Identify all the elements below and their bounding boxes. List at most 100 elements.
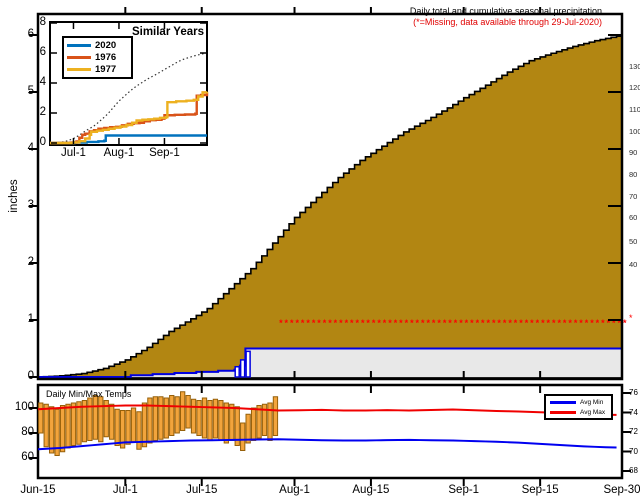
missing-asterisk: * [617,318,621,328]
right-axis-clipped-label: 70 [629,192,638,201]
missing-asterisk: * [596,318,600,328]
temp-bar [92,395,98,440]
missing-asterisk: * [607,318,611,328]
missing-asterisk: * [361,318,365,328]
missing-asterisk: * [279,318,283,328]
missing-asterisk: * [508,318,512,328]
temp-bar [245,413,251,444]
temp-bar [158,396,164,440]
legend-label-avg-max: Avg Max [580,408,606,416]
temp-bar [272,396,279,436]
missing-asterisk: * [350,318,354,328]
missing-asterisk: * [579,318,583,328]
right-axis-clipped-label: 130 [629,62,640,71]
missing-asterisk: * [323,318,327,328]
temp-bar [185,395,191,429]
temp-bar [223,402,229,444]
daily-precip-bar [234,365,240,378]
missing-asterisk: * [437,318,441,328]
temp-bar [190,398,197,434]
missing-asterisk: * [541,318,545,328]
missing-asterisk: * [317,318,321,328]
inset-y-tick-label: 2 [39,106,46,118]
temp-bar [201,397,208,439]
inset-y-tick-label: 4 [39,76,46,88]
temp-bar [267,402,273,441]
legend-label-1976: 1976 [95,51,117,63]
temp-bar [103,400,109,438]
legend-label-1977: 1977 [95,63,117,75]
missing-asterisk: * [547,318,551,328]
legend-item-1976: 1976 [67,52,131,63]
temp-bar [163,397,169,439]
x-tick-label: Jul-15 [186,484,218,496]
missing-asterisk: * [399,318,403,328]
missing-asterisk: * [492,318,496,328]
missing-asterisk: * [519,318,523,328]
temp-bar [130,407,137,443]
missing-asterisk: * [405,318,409,328]
temp-right-tick-label: 68 [629,466,638,475]
main-y-tick-label: 0 [27,370,34,382]
temp-bar [125,410,131,445]
x-tick-label: Aug-15 [352,484,390,496]
legend-label-2020: 2020 [95,40,117,52]
legend-swatch-avg-max [550,410,576,414]
temp-y-tick-label: 60 [21,451,34,463]
inset-x-tick-label: Aug-1 [103,147,135,159]
temp-bar [119,410,126,449]
temp-bar [261,403,268,436]
avg-cumulative-area [38,35,623,378]
missing-asterisk: * [416,318,420,328]
missing-asterisk: * [328,318,332,328]
avg-min-line [37,438,617,451]
inset-y-tick-label: 6 [39,46,46,58]
right-axis-clipped-label: 120 [629,83,640,92]
main-y-tick-label: 4 [27,142,34,154]
temp-bar [98,396,104,443]
legend-item-1977: 1977 [67,64,131,75]
missing-asterisk: * [366,318,370,328]
temp-bar [174,396,180,434]
missing-asterisk: * [497,318,501,328]
inset-1977-line [50,91,209,145]
missing-asterisk: * [372,318,376,328]
temp-bar [256,405,262,439]
main-y-tick-label: 3 [27,199,34,211]
right-axis-clipped-label: 90 [629,148,638,157]
inset-x-tick-label: Sep-1 [149,147,180,159]
inset-y-tick-label: 8 [39,16,46,28]
right-axis-clipped-label: 40 [629,260,638,269]
missing-asterisk: * [470,318,474,328]
temp-bar [234,406,240,446]
missing-asterisk: * [312,318,316,328]
missing-asterisk: * [345,318,349,328]
missing-asterisk: * [476,318,480,328]
legend-item-avg-min: Avg Min [550,399,611,406]
right-axis-red-fragment: * [629,313,633,323]
temp-bar [49,406,55,454]
missing-asterisk: * [612,318,616,328]
missing-asterisk: * [590,318,594,328]
temp-right-tick-label: 74 [629,407,638,417]
main-y-tick-label: 1 [27,313,34,325]
missing-asterisk: * [574,318,578,328]
temp-bar [109,403,115,440]
main-y-tick-label: 5 [27,85,34,97]
missing-asterisk: * [514,318,518,328]
avg-max-line [37,404,617,416]
missing-asterisk: * [552,318,556,328]
temp-y-tick-label: 100 [14,401,34,413]
legend-item-2020: 2020 [67,40,131,51]
legend-swatch-avg-min [550,400,576,404]
missing-asterisk: * [623,318,627,328]
x-tick-label: Sep-30 [603,484,640,496]
right-axis-clipped-label: 50 [629,237,638,246]
legend-swatch-1977 [67,67,91,71]
missing-asterisk: * [421,318,425,328]
temp-right-tick-label: 70 [629,446,638,456]
missing-asterisk: * [443,318,447,328]
temp-legend: Avg Min Avg Max [544,394,613,420]
missing-asterisk: * [388,318,392,328]
missing-asterisk: * [334,318,338,328]
